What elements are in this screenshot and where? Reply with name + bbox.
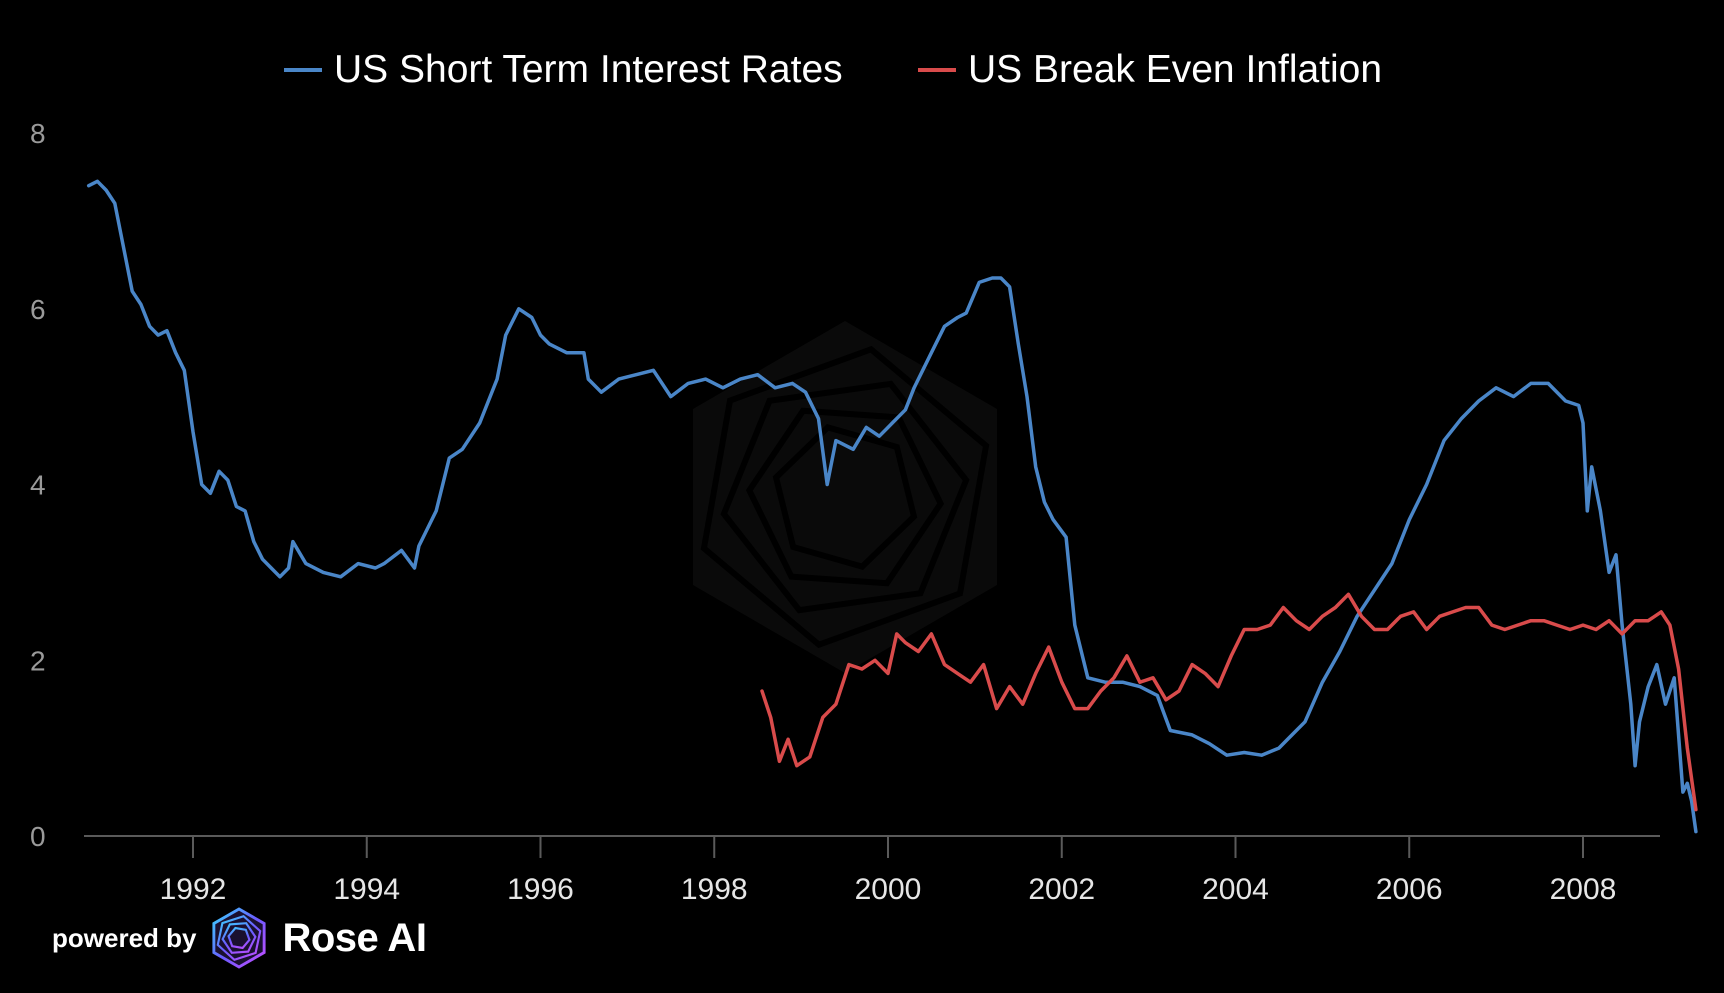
y-axis: 0 2 4 6 8 [30,118,46,852]
x-tick-label: 2006 [1376,873,1443,906]
x-tick-label: 1996 [507,873,574,906]
rose-ai-watermark-icon [693,321,997,673]
y-tick-label: 4 [30,470,46,501]
series-line-short-term-rates [86,179,1698,834]
legend: US Short Term Interest Rates US Break Ev… [284,48,1382,91]
plot-area [86,179,1698,834]
x-tick-label: 2004 [1202,873,1269,906]
footer: powered by Rose AI [52,907,427,969]
legend-label-short-rates: US Short Term Interest Rates [334,48,843,91]
y-tick-label: 0 [30,821,46,852]
powered-by-label: powered by [52,922,197,953]
rose-ai-logo-icon [212,907,267,969]
x-tick-label: 2008 [1550,873,1617,906]
x-tick-label: 2002 [1028,873,1095,906]
x-tick-label: 1994 [333,873,400,906]
x-tick-label: 2000 [855,873,922,906]
series-line-breakeven-inflation [760,592,1698,812]
x-axis: 1992 1994 1996 1998 2000 2002 2004 2006 2008 [160,836,1617,906]
y-tick-label: 8 [30,118,46,149]
brand-name: Rose AI [282,915,427,960]
legend-label-breakeven: US Break Even Inflation [968,48,1382,91]
y-tick-label: 6 [30,294,46,325]
x-tick-label: 1992 [160,873,227,906]
y-tick-label: 2 [30,645,46,676]
x-tick-label: 1998 [681,873,748,906]
